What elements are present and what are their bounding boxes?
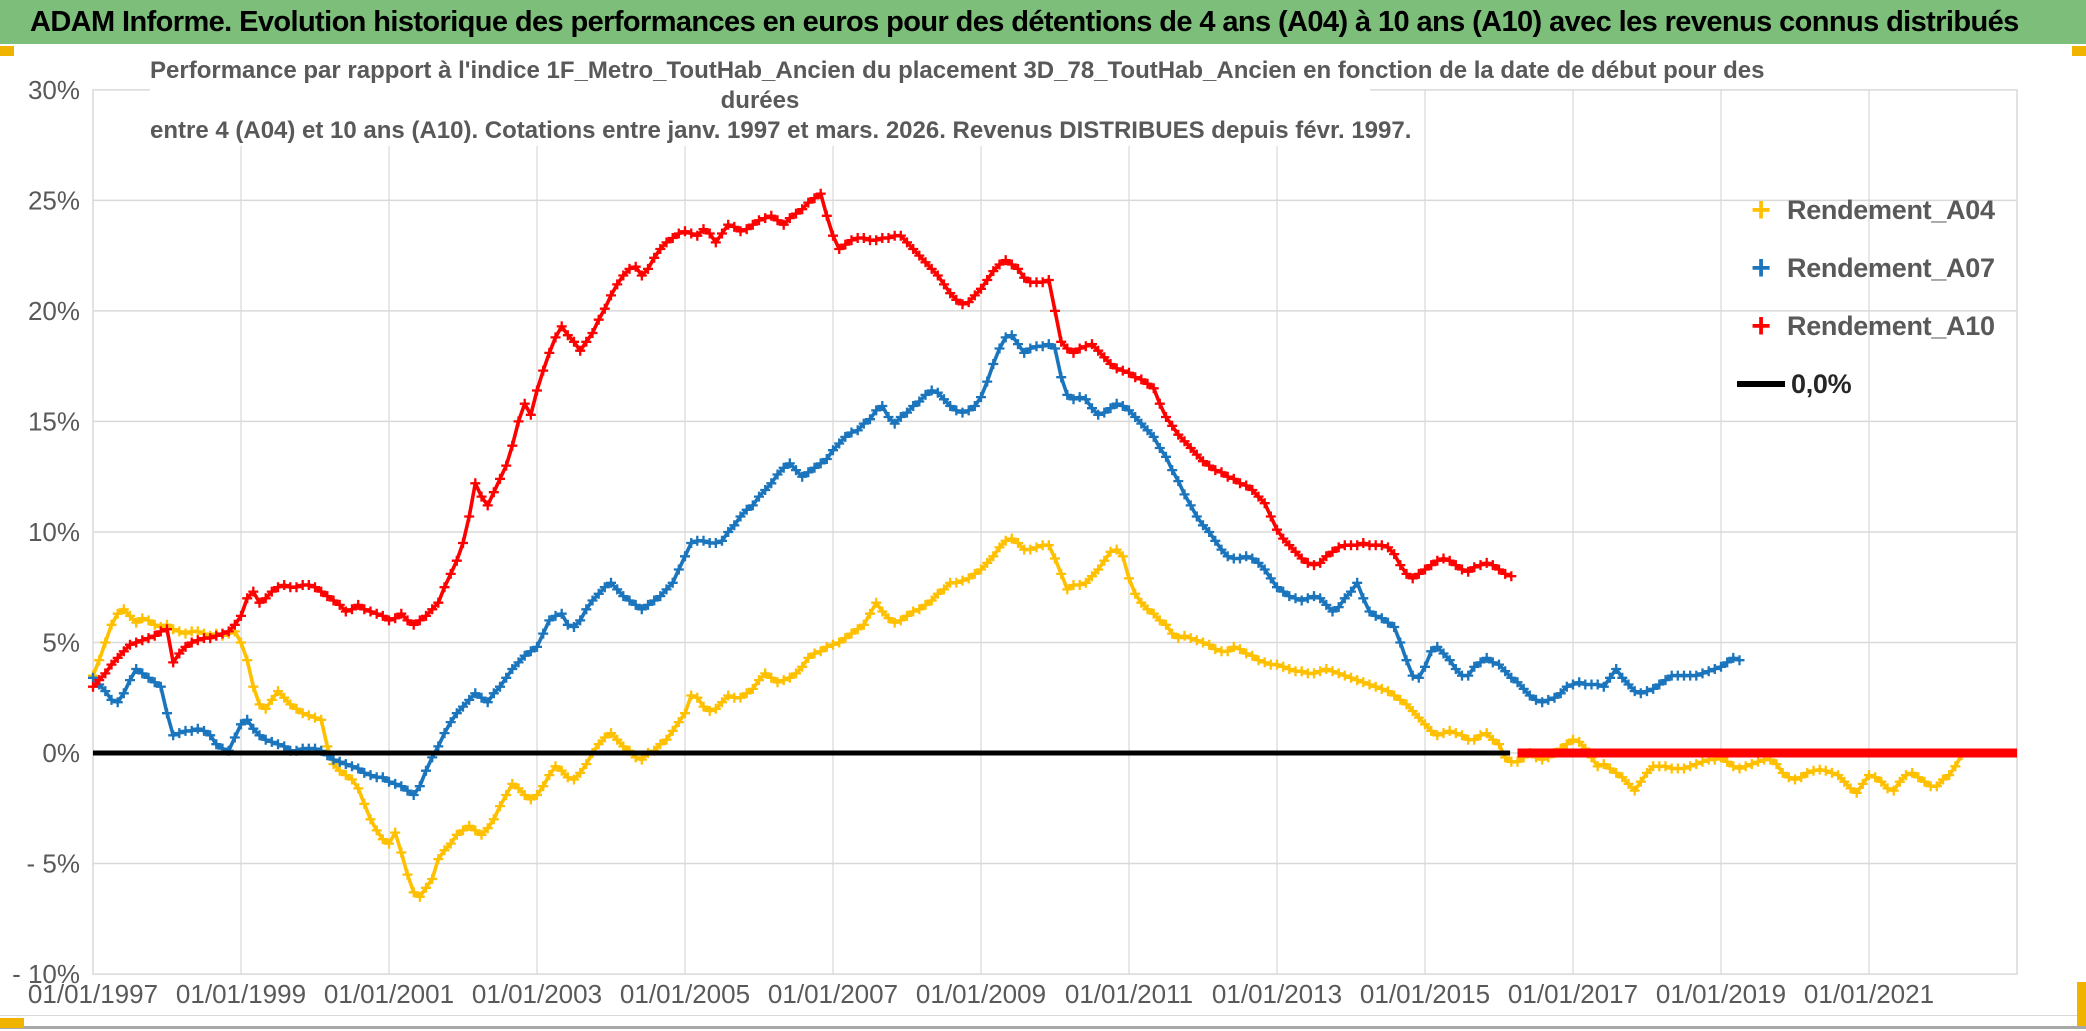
- svg-text:30%: 30%: [28, 75, 80, 105]
- report-title: ADAM Informe. Evolution historique des p…: [30, 5, 2019, 38]
- report-title-bar: ADAM Informe. Evolution historique des p…: [0, 0, 2086, 44]
- chart-legend: + Rendement_A04 + Rendement_A07 + Rendem…: [1735, 188, 1995, 420]
- svg-text:20%: 20%: [28, 296, 80, 326]
- gold-accent-top-left: [0, 46, 14, 56]
- series-rendement_a04: [88, 533, 1967, 902]
- svg-text:- 10%: - 10%: [12, 959, 80, 989]
- series-rendement_a07: [88, 330, 1745, 800]
- gridlines: [92, 89, 2018, 975]
- svg-text:01/01/2001: 01/01/2001: [324, 979, 454, 1009]
- chart-title-line-3: entre 4 (A04) et 10 ans (A10). Cotations…: [150, 117, 1412, 144]
- legend-item-rendement-a10: + Rendement_A10: [1735, 304, 1995, 348]
- svg-text:15%: 15%: [28, 406, 80, 436]
- y-axis-labels: 30% 25% 20% 15% 10% 5% 0% - 5% - 10%: [12, 75, 80, 989]
- svg-text:01/01/2015: 01/01/2015: [1360, 979, 1490, 1009]
- svg-text:01/01/1999: 01/01/1999: [176, 979, 306, 1009]
- svg-text:01/01/2011: 01/01/2011: [1065, 979, 1193, 1009]
- plus-marker-icon: +: [1751, 307, 1771, 345]
- legend-item-zero-line: 0,0%: [1735, 362, 1995, 406]
- legend-label: Rendement_A04: [1787, 194, 1995, 225]
- svg-text:25%: 25%: [28, 185, 80, 215]
- legend-label: Rendement_A10: [1787, 310, 1995, 341]
- legend-label: Rendement_A07: [1787, 252, 1995, 283]
- bottom-divider-light: [0, 1015, 2086, 1016]
- legend-item-rendement-a04: + Rendement_A04: [1735, 188, 1995, 232]
- legend-label: 0,0%: [1791, 368, 1852, 399]
- zero-line-swatch-icon: [1737, 381, 1785, 387]
- svg-text:01/01/2013: 01/01/2013: [1212, 979, 1342, 1009]
- svg-text:01/01/2019: 01/01/2019: [1656, 979, 1786, 1009]
- svg-text:01/01/2007: 01/01/2007: [768, 979, 898, 1009]
- svg-text:01/01/2003: 01/01/2003: [472, 979, 602, 1009]
- svg-text:- 5%: - 5%: [27, 849, 80, 879]
- gold-accent-bottom-right: [2077, 982, 2086, 1026]
- series-rendement_a10: [88, 188, 2017, 758]
- chart-title-line-2: durées: [720, 87, 800, 114]
- svg-text:01/01/2009: 01/01/2009: [916, 979, 1046, 1009]
- svg-text:01/01/2021: 01/01/2021: [1804, 979, 1934, 1009]
- svg-text:01/01/1997: 01/01/1997: [28, 979, 158, 1009]
- svg-text:0%: 0%: [42, 738, 80, 768]
- bottom-divider-dark: [0, 1026, 2086, 1029]
- x-axis-labels: 01/01/1997 01/01/1999 01/01/2001 01/01/2003…: [28, 979, 1934, 1009]
- chart-title-line-1: Performance par rapport à l'indice 1F_Me…: [150, 57, 1765, 84]
- gold-accent-bottom-left: [0, 1018, 24, 1028]
- svg-text:5%: 5%: [42, 628, 80, 658]
- chart-title: Performance par rapport à l'indice 1F_Me…: [150, 56, 1765, 146]
- plus-marker-icon: +: [1751, 191, 1771, 229]
- legend-item-rendement-a07: + Rendement_A07: [1735, 246, 1995, 290]
- svg-text:10%: 10%: [28, 517, 80, 547]
- gold-accent-top-right: [2072, 46, 2086, 56]
- svg-text:01/01/2005: 01/01/2005: [620, 979, 750, 1009]
- plus-marker-icon: +: [1751, 249, 1771, 287]
- svg-text:01/01/2017: 01/01/2017: [1508, 979, 1638, 1009]
